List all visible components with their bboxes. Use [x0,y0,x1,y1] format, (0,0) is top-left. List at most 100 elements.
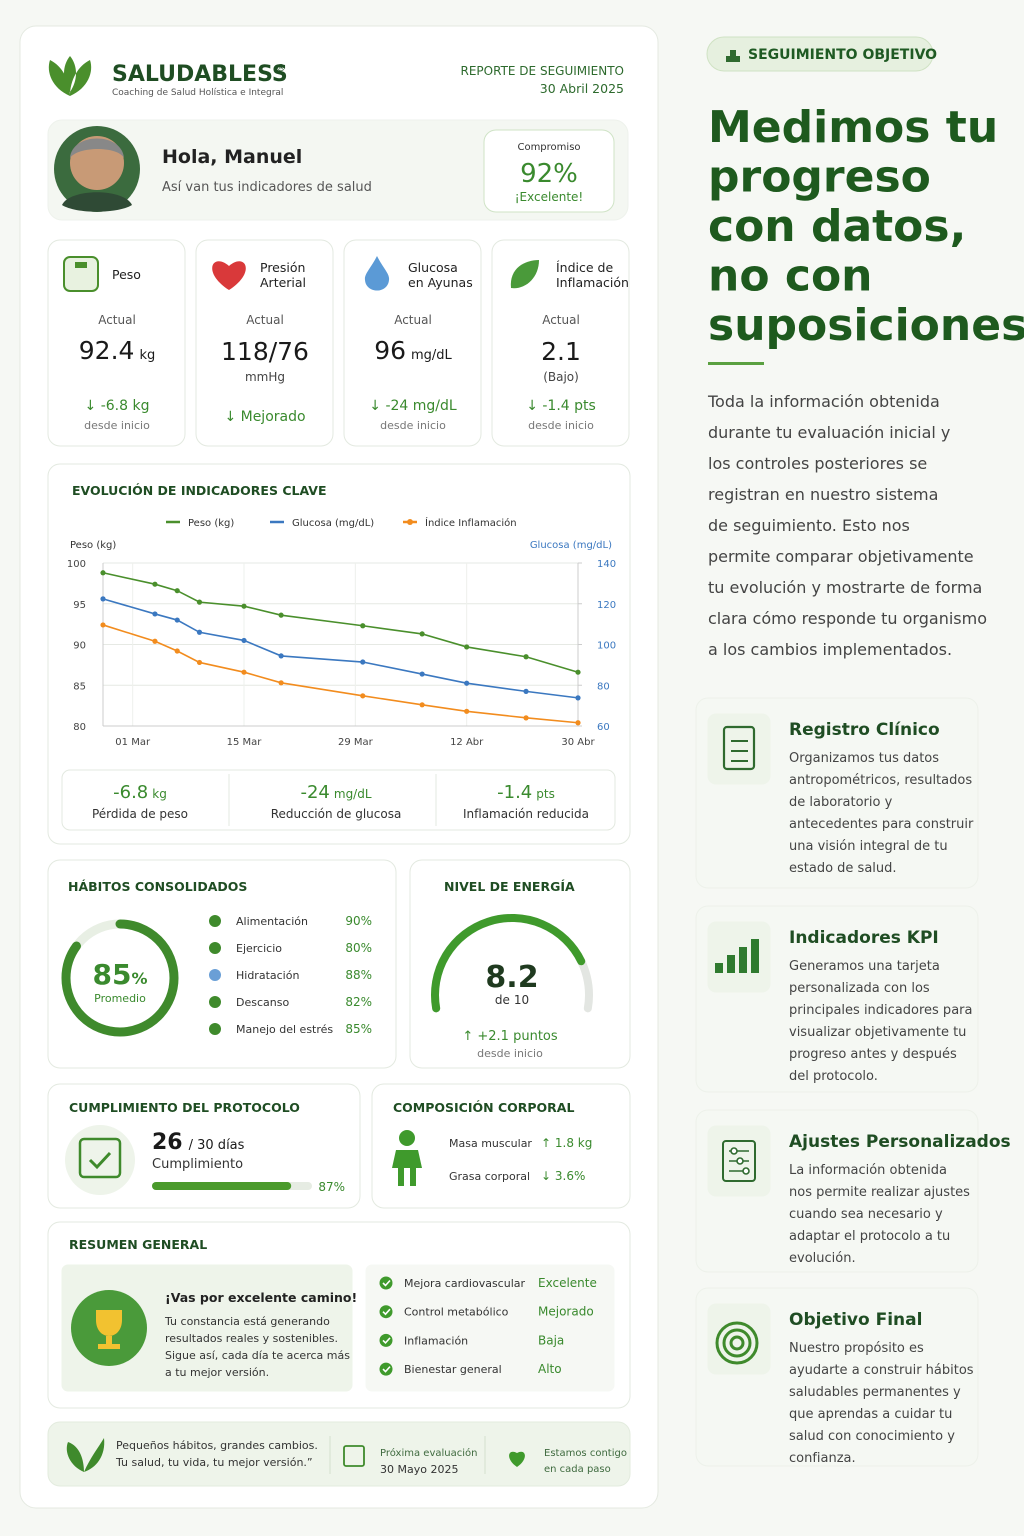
side-headline: progreso [708,152,931,203]
x-tick-label: 15 Mar [227,737,263,748]
side-headline: Medimos tu [708,102,998,153]
metric-note: desde inicio [528,419,594,432]
summary-message [61,1264,353,1392]
kpi-bar [751,939,759,973]
check-name: Bienestar general [404,1363,502,1376]
feature-text: cuando sea necesario y [789,1207,943,1222]
feature-title: Indicadores KPI [789,928,939,948]
y-tick-label: 85 [73,681,86,692]
badge [706,36,934,72]
data-point [174,648,180,654]
feature-text: antecedentes para construir [789,817,974,832]
habits-average-label: Promedio [94,992,146,1005]
text-part: kg [139,348,155,363]
data-point [241,637,247,644]
habits-title: HÁBITOS CONSOLIDADOS [68,879,247,894]
summary-headline: ¡Vas por excelente camino! [165,1290,357,1305]
feature-text: adaptar el protocolo a tu [789,1229,950,1244]
composition-name: Masa muscular [449,1137,532,1150]
data-point [575,695,581,701]
data-point [575,720,581,726]
summary-label: Pérdida de peso [92,807,188,821]
feature-text: confianza. [789,1451,856,1466]
side-intro: tu evolución y mostrarte de forma [708,578,982,597]
text-part: / 30 días [189,1138,245,1153]
text-part: 92.4 [79,336,135,365]
data-point [360,659,366,665]
data-point [523,654,529,660]
leaf-icon [510,260,539,289]
text-part: 10 [514,993,529,1007]
drop-icon [364,256,390,291]
feature-text: personalizada con los [789,981,930,996]
report-title: REPORTE DE SEGUIMIENTO [461,64,624,78]
energy-scale: de 10 [495,993,529,1007]
side-headline: suposiciones. [708,300,1024,351]
metric-name: Inflamación [556,275,629,290]
metric-value: 2.1 [541,337,581,366]
data-point [174,617,180,623]
data-point [152,581,158,587]
data-point [360,693,366,699]
data-point [152,611,158,617]
check-status: Excelente [538,1276,597,1290]
kpi-bar [715,963,723,973]
metric-value: 118/76 [221,337,309,366]
metric-value: 96 mg/dL [374,336,452,365]
data-point [464,708,470,714]
brand-mark: ® [276,63,286,74]
side-headline: con datos, [708,201,966,252]
avatar-hair [70,138,124,158]
feature-text: del protocolo. [789,1069,878,1084]
data-point [575,669,581,675]
data-point [196,629,203,635]
data-point [419,631,425,637]
badge-icon [726,50,740,62]
tagline: Coaching de Salud Holística e Integral [112,88,283,98]
slider-knob [736,1157,744,1165]
metric-card [491,239,630,447]
x-tick-label: 01 Mar [115,737,151,748]
footer-leaf [66,1438,105,1472]
composition-panel [371,1083,631,1209]
metric-name: Índice de [556,260,613,275]
text-part: % [131,969,147,988]
metric-change: ↓ -24 mg/dL [369,398,457,414]
data-point [278,612,284,618]
gauge-progress [431,914,586,1013]
y2-tick-label: 60 [597,722,610,733]
chart-panel [47,463,631,845]
check-mark [382,1279,391,1287]
text-part: -6.8 [113,782,148,803]
check-name: Inflamación [404,1334,468,1347]
feature-icon-bg [707,713,771,785]
y2-tick-label: 80 [597,681,610,692]
text-part: 85 [93,958,132,991]
side-headline: no con [708,251,873,302]
summary-label: Inflamación reducida [463,807,589,821]
energy-panel [409,859,631,1069]
check-mark [382,1308,391,1316]
feature-text: nos permite realizar ajustes [789,1185,970,1200]
footer-panel [47,1421,631,1487]
metric-name: Glucosa [408,260,458,275]
habit-name: Alimentación [236,915,308,928]
check-status: Alto [538,1362,562,1376]
summary-body: Tu constancia está generando [164,1315,330,1328]
footer-calendar [343,1445,365,1467]
energy-change: ↑ +2.1 puntos [462,1029,558,1044]
text-part: kg [152,787,167,801]
body-figure [392,1150,422,1186]
metric-change: ↓ -6.8 kg [85,398,150,414]
target-ring [729,1335,745,1351]
habits-panel [47,859,397,1069]
metric-name: en Ayunas [408,275,473,290]
feature-text: La información obtenida [789,1163,947,1178]
greeting-subtitle: Así van tus indicadores de salud [162,180,372,195]
habit-name: Descanso [236,996,289,1009]
feature-text: una visión integral de tu [789,839,948,854]
summary-body: a tu mejor versión. [165,1366,269,1379]
kpi-bar [727,955,735,973]
composition-title: COMPOSICIÓN CORPORAL [393,1100,574,1115]
summary-value: -1.4 pts [497,782,555,803]
